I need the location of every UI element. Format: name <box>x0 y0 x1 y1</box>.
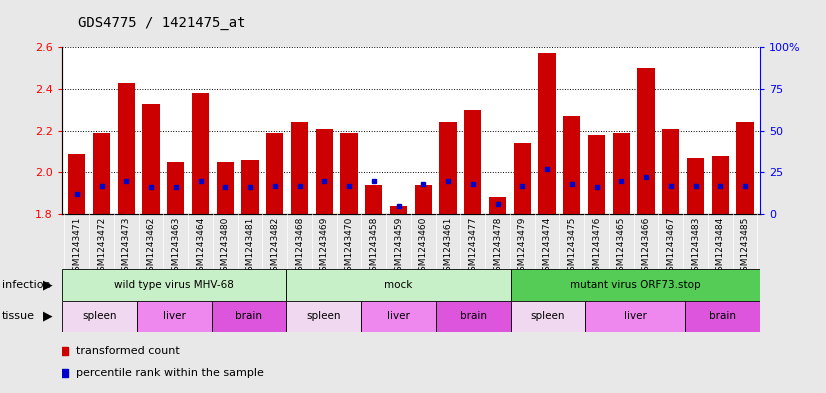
Text: GSM1243467: GSM1243467 <box>667 217 676 277</box>
Text: spleen: spleen <box>531 311 565 321</box>
Text: GSM1243484: GSM1243484 <box>716 217 725 277</box>
Bar <box>489 198 506 214</box>
Bar <box>167 162 184 214</box>
Text: spleen: spleen <box>306 311 341 321</box>
Text: GSM1243465: GSM1243465 <box>617 217 626 277</box>
Text: GSM1243472: GSM1243472 <box>97 217 106 277</box>
Text: infection: infection <box>2 280 50 290</box>
Bar <box>216 162 234 214</box>
Bar <box>241 160 259 214</box>
Text: GSM1243470: GSM1243470 <box>344 217 354 277</box>
Bar <box>340 133 358 214</box>
Text: ▶: ▶ <box>43 310 53 323</box>
Bar <box>514 143 531 214</box>
Bar <box>287 269 510 301</box>
Text: GSM1243463: GSM1243463 <box>171 217 180 277</box>
Bar <box>62 269 287 301</box>
Text: brain: brain <box>709 311 736 321</box>
Bar <box>662 129 680 214</box>
Bar <box>539 53 556 214</box>
Text: GSM1243483: GSM1243483 <box>691 217 700 277</box>
Text: liver: liver <box>387 311 410 321</box>
Bar <box>415 185 432 214</box>
Bar <box>613 133 630 214</box>
Bar <box>436 301 510 332</box>
Bar <box>68 154 85 214</box>
Text: GSM1243477: GSM1243477 <box>468 217 477 277</box>
Text: liver: liver <box>163 311 186 321</box>
Bar <box>638 68 655 214</box>
Bar <box>62 301 137 332</box>
Bar <box>93 133 110 214</box>
Bar <box>439 122 457 214</box>
Bar <box>588 135 605 214</box>
Bar <box>390 206 407 214</box>
Text: GSM1243478: GSM1243478 <box>493 217 502 277</box>
Text: GSM1243476: GSM1243476 <box>592 217 601 277</box>
Text: mock: mock <box>384 280 413 290</box>
Text: GSM1243464: GSM1243464 <box>196 217 205 277</box>
Bar <box>287 301 361 332</box>
Text: GSM1243466: GSM1243466 <box>642 217 651 277</box>
Bar <box>192 93 209 214</box>
Bar <box>737 122 754 214</box>
Bar <box>361 301 436 332</box>
Bar <box>117 83 135 214</box>
Bar <box>316 129 333 214</box>
Bar <box>712 156 729 214</box>
Text: GSM1243459: GSM1243459 <box>394 217 403 277</box>
Text: spleen: spleen <box>82 311 116 321</box>
Text: GSM1243475: GSM1243475 <box>567 217 577 277</box>
Text: GSM1243469: GSM1243469 <box>320 217 329 277</box>
Bar <box>365 185 382 214</box>
Text: percentile rank within the sample: percentile rank within the sample <box>76 367 264 378</box>
Text: GSM1243474: GSM1243474 <box>543 217 552 277</box>
Text: GSM1243460: GSM1243460 <box>419 217 428 277</box>
Text: GDS4775 / 1421475_at: GDS4775 / 1421475_at <box>78 16 246 30</box>
Text: GSM1243468: GSM1243468 <box>295 217 304 277</box>
Bar <box>266 133 283 214</box>
Text: GSM1243462: GSM1243462 <box>146 217 155 277</box>
Text: GSM1243479: GSM1243479 <box>518 217 527 277</box>
Bar <box>687 158 705 214</box>
Text: GSM1243480: GSM1243480 <box>221 217 230 277</box>
Bar <box>685 301 760 332</box>
Text: brain: brain <box>460 311 487 321</box>
Text: ▶: ▶ <box>43 278 53 292</box>
Bar <box>563 116 581 214</box>
Bar <box>291 122 308 214</box>
Bar <box>137 301 211 332</box>
Bar <box>211 301 287 332</box>
Text: GSM1243482: GSM1243482 <box>270 217 279 277</box>
Text: GSM1243458: GSM1243458 <box>369 217 378 277</box>
Text: transformed count: transformed count <box>76 345 180 356</box>
Text: brain: brain <box>235 311 263 321</box>
Bar <box>142 103 159 214</box>
Bar <box>510 269 760 301</box>
Text: GSM1243473: GSM1243473 <box>121 217 131 277</box>
Text: tissue: tissue <box>2 311 35 321</box>
Bar <box>586 301 685 332</box>
Text: GSM1243481: GSM1243481 <box>245 217 254 277</box>
Text: mutant virus ORF73.stop: mutant virus ORF73.stop <box>570 280 700 290</box>
Text: liver: liver <box>624 311 647 321</box>
Bar <box>510 301 586 332</box>
Text: wild type virus MHV-68: wild type virus MHV-68 <box>114 280 234 290</box>
Text: GSM1243471: GSM1243471 <box>73 217 81 277</box>
Text: GSM1243461: GSM1243461 <box>444 217 453 277</box>
Text: GSM1243485: GSM1243485 <box>741 217 749 277</box>
Bar <box>464 110 482 214</box>
